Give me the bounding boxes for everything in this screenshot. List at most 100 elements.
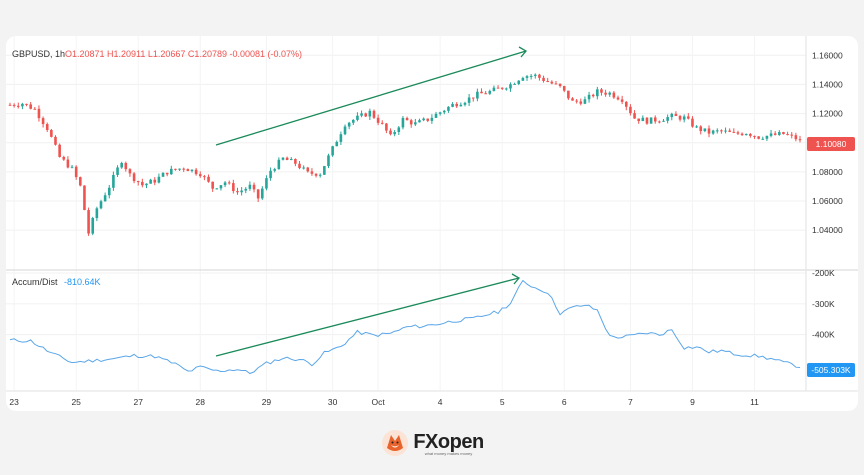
- candle-body[interactable]: [736, 132, 740, 134]
- candle-body[interactable]: [442, 110, 446, 113]
- candle-body[interactable]: [380, 122, 384, 124]
- candle-body[interactable]: [484, 93, 487, 95]
- candle-body[interactable]: [438, 112, 442, 114]
- candle-body[interactable]: [629, 106, 632, 114]
- candle-body[interactable]: [463, 102, 467, 105]
- candle-body[interactable]: [749, 134, 752, 136]
- candle-body[interactable]: [244, 188, 248, 191]
- candle-body[interactable]: [513, 83, 516, 85]
- candle-body[interactable]: [116, 167, 119, 175]
- indicator-name[interactable]: Accum/Dist: [12, 277, 58, 287]
- candle-body[interactable]: [33, 108, 37, 110]
- candle-body[interactable]: [265, 178, 268, 189]
- candle-body[interactable]: [728, 130, 731, 132]
- candle-body[interactable]: [790, 134, 794, 136]
- candle-body[interactable]: [273, 169, 277, 171]
- candle-body[interactable]: [343, 126, 347, 135]
- candle-body[interactable]: [323, 166, 326, 175]
- candle-body[interactable]: [157, 176, 161, 183]
- candle-body[interactable]: [757, 136, 760, 139]
- candle-body[interactable]: [256, 189, 260, 199]
- candle-body[interactable]: [554, 83, 558, 85]
- candle-body[interactable]: [219, 185, 223, 189]
- candle-body[interactable]: [604, 92, 607, 95]
- candle-body[interactable]: [480, 91, 483, 94]
- candle-body[interactable]: [25, 103, 28, 105]
- candle-body[interactable]: [773, 133, 777, 135]
- candle-body[interactable]: [620, 99, 624, 102]
- candle-body[interactable]: [107, 187, 111, 196]
- candle-body[interactable]: [351, 119, 355, 123]
- candle-body[interactable]: [364, 113, 368, 117]
- candle-body[interactable]: [567, 90, 570, 99]
- candle-body[interactable]: [579, 101, 583, 104]
- candle-body[interactable]: [600, 89, 603, 93]
- candle-body[interactable]: [682, 116, 686, 120]
- candle-body[interactable]: [405, 117, 409, 121]
- candle-body[interactable]: [422, 118, 425, 121]
- candle-body[interactable]: [314, 173, 318, 176]
- candle-body[interactable]: [575, 100, 578, 102]
- candle-body[interactable]: [132, 173, 136, 182]
- candle-body[interactable]: [393, 132, 396, 135]
- candle-body[interactable]: [753, 135, 756, 137]
- candle-body[interactable]: [538, 74, 541, 78]
- candle-body[interactable]: [765, 135, 769, 139]
- candle-body[interactable]: [703, 128, 707, 132]
- candle-body[interactable]: [62, 157, 66, 160]
- accum-dist-line[interactable]: [9, 279, 801, 375]
- candle-body[interactable]: [87, 210, 90, 234]
- candle-body[interactable]: [616, 97, 620, 100]
- candle-body[interactable]: [612, 92, 616, 98]
- candle-body[interactable]: [165, 172, 169, 175]
- candle-body[interactable]: [471, 97, 475, 99]
- candle-body[interactable]: [658, 121, 661, 123]
- candle-body[interactable]: [236, 191, 239, 193]
- brand-logo[interactable]: FXopen what money makes money: [380, 428, 484, 458]
- candle-body[interactable]: [583, 99, 587, 104]
- candle-body[interactable]: [418, 120, 421, 123]
- candle-body[interactable]: [587, 94, 591, 100]
- candle-body[interactable]: [318, 174, 322, 176]
- candle-body[interactable]: [360, 113, 363, 116]
- candle-body[interactable]: [707, 128, 711, 134]
- candle-body[interactable]: [261, 188, 264, 199]
- candle-body[interactable]: [182, 168, 186, 170]
- candle-body[interactable]: [550, 81, 554, 84]
- candle-body[interactable]: [178, 168, 181, 170]
- candle-body[interactable]: [252, 184, 256, 190]
- candle-body[interactable]: [302, 167, 305, 169]
- candle-body[interactable]: [289, 158, 293, 161]
- candle-body[interactable]: [434, 113, 438, 118]
- candle-body[interactable]: [732, 131, 736, 133]
- candle-body[interactable]: [459, 104, 463, 107]
- candle-body[interactable]: [769, 133, 773, 136]
- candle-body[interactable]: [281, 157, 285, 160]
- candle-body[interactable]: [50, 129, 53, 137]
- candle-body[interactable]: [285, 157, 289, 161]
- candle-body[interactable]: [674, 113, 678, 117]
- candle-body[interactable]: [720, 130, 723, 132]
- candle-body[interactable]: [207, 176, 210, 182]
- candle-body[interactable]: [782, 132, 785, 135]
- candle-body[interactable]: [240, 190, 243, 193]
- candle-body[interactable]: [335, 141, 339, 147]
- candle-body[interactable]: [467, 97, 471, 103]
- indicator-axis[interactable]: -200K -300K -400K: [812, 268, 835, 340]
- candle-body[interactable]: [624, 101, 628, 107]
- candle-body[interactable]: [649, 117, 653, 124]
- candle-body[interactable]: [517, 80, 521, 84]
- candle-body[interactable]: [699, 126, 703, 132]
- candle-body[interactable]: [678, 116, 682, 120]
- candle-body[interactable]: [211, 181, 214, 189]
- candle-body[interactable]: [633, 113, 636, 119]
- candle-body[interactable]: [695, 126, 698, 128]
- candle-body[interactable]: [505, 88, 508, 90]
- candle-body[interactable]: [16, 105, 20, 107]
- candle-body[interactable]: [331, 146, 334, 156]
- candle-body[interactable]: [327, 155, 330, 167]
- candle-body[interactable]: [298, 163, 301, 169]
- candle-body[interactable]: [141, 181, 144, 186]
- candle-body[interactable]: [372, 110, 376, 118]
- candle-body[interactable]: [798, 139, 802, 141]
